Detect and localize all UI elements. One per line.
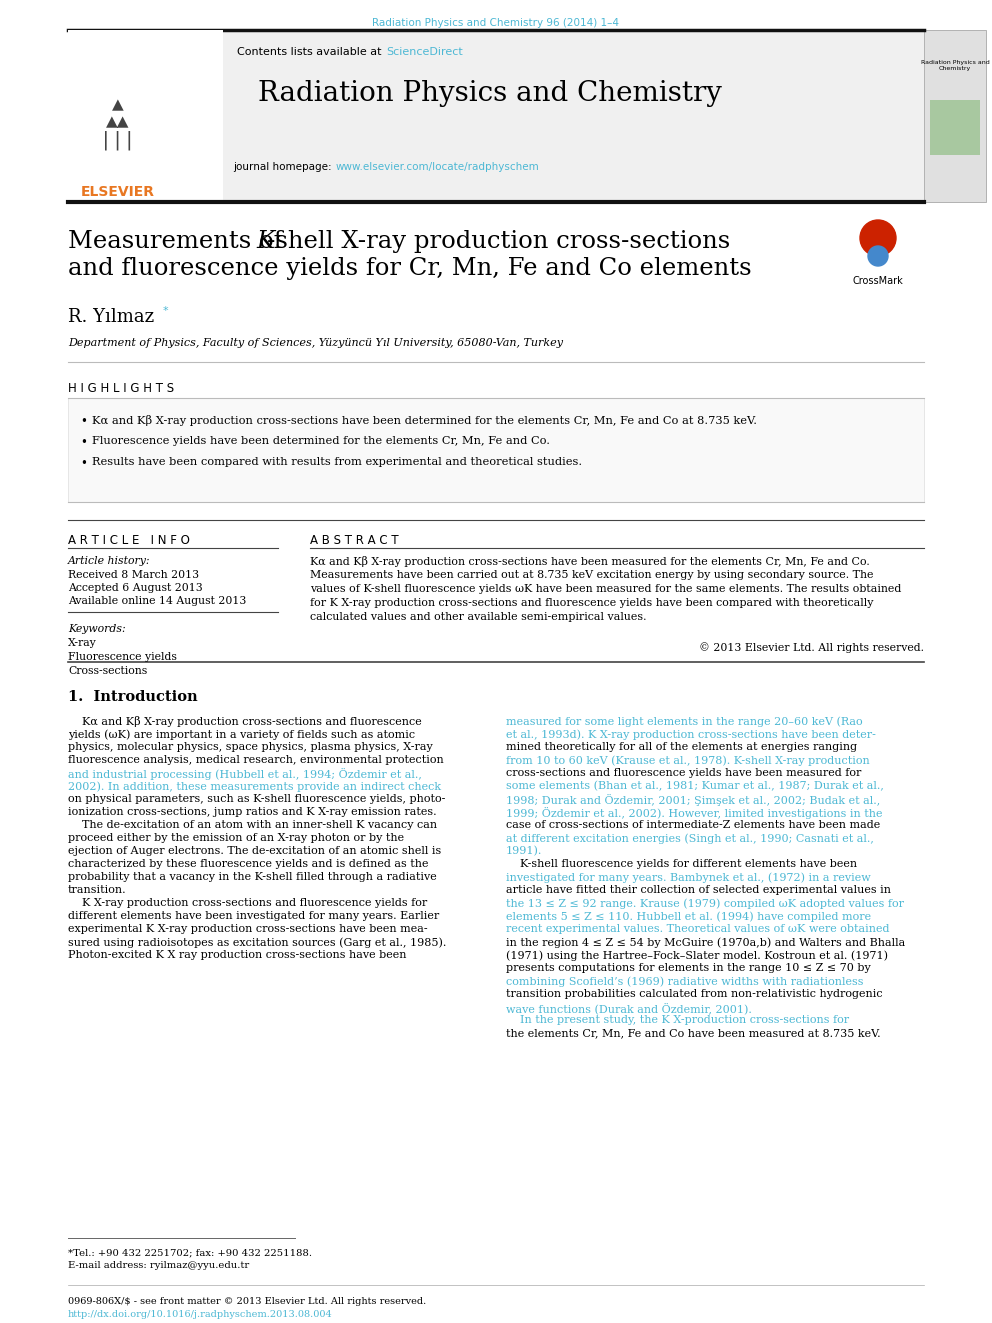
Text: values of K-shell fluorescence yields ωK have been measured for the same element: values of K-shell fluorescence yields ωK… xyxy=(310,583,902,594)
Text: The de-excitation of an atom with an inner-shell K vacancy can: The de-excitation of an atom with an inn… xyxy=(68,820,437,830)
Text: Kα and Kβ X-ray production cross-sections and fluorescence: Kα and Kβ X-ray production cross-section… xyxy=(68,716,422,728)
Text: the 13 ≤ Z ≤ 92 range. Krause (1979) compiled ωK adopted values for: the 13 ≤ Z ≤ 92 range. Krause (1979) com… xyxy=(506,898,904,909)
Text: ScienceDirect: ScienceDirect xyxy=(386,48,462,57)
Text: Received 8 March 2013: Received 8 March 2013 xyxy=(68,570,199,579)
Text: Contents lists available at: Contents lists available at xyxy=(237,48,385,57)
Text: •: • xyxy=(80,456,87,470)
Text: different elements have been investigated for many years. Earlier: different elements have been investigate… xyxy=(68,912,439,921)
Text: presents computations for elements in the range 10 ≤ Z ≤ 70 by: presents computations for elements in th… xyxy=(506,963,871,972)
Text: •: • xyxy=(80,415,87,429)
Bar xyxy=(68,30,924,202)
Text: calculated values and other available semi-empirical values.: calculated values and other available se… xyxy=(310,613,647,622)
Text: •: • xyxy=(80,437,87,448)
Text: Keywords:: Keywords: xyxy=(68,624,126,634)
Text: probability that a vacancy in the K-shell filled through a radiative: probability that a vacancy in the K-shel… xyxy=(68,872,436,882)
Text: A R T I C L E   I N F O: A R T I C L E I N F O xyxy=(68,534,189,546)
Text: at different excitation energies (Singh et al., 1990; Casnati et al.,: at different excitation energies (Singh … xyxy=(506,833,874,844)
Text: the elements Cr, Mn, Fe and Co have been measured at 8.735 keV.: the elements Cr, Mn, Fe and Co have been… xyxy=(506,1028,881,1039)
Text: H I G H L I G H T S: H I G H L I G H T S xyxy=(68,382,175,396)
Text: investigated for many years. Bambynek et al., (1972) in a review: investigated for many years. Bambynek et… xyxy=(506,872,871,882)
Text: mined theoretically for all of the elements at energies ranging: mined theoretically for all of the eleme… xyxy=(506,742,857,751)
Text: 1.  Introduction: 1. Introduction xyxy=(68,691,197,704)
Text: © 2013 Elsevier Ltd. All rights reserved.: © 2013 Elsevier Ltd. All rights reserved… xyxy=(699,642,924,652)
Text: Radiation Physics and Chemistry 96 (2014) 1–4: Radiation Physics and Chemistry 96 (2014… xyxy=(373,19,619,28)
Text: *Tel.: +90 432 2251702; fax: +90 432 2251188.: *Tel.: +90 432 2251702; fax: +90 432 225… xyxy=(68,1248,312,1257)
Text: Measurements of: Measurements of xyxy=(68,230,291,253)
Text: R. Yılmaz: R. Yılmaz xyxy=(68,308,160,325)
Text: K: K xyxy=(256,230,274,253)
Text: combining Scofield’s (1969) radiative widths with radiationless: combining Scofield’s (1969) radiative wi… xyxy=(506,976,863,987)
Text: measured for some light elements in the range 20–60 keV (Rao: measured for some light elements in the … xyxy=(506,716,863,726)
Text: wave functions (Durak and Özdemir, 2001).: wave functions (Durak and Özdemir, 2001)… xyxy=(506,1002,752,1013)
Text: 1998; Durak and Özdemir, 2001; Şimşek et al., 2002; Budak et al.,: 1998; Durak and Özdemir, 2001; Şimşek et… xyxy=(506,794,880,806)
Text: sured using radioisotopes as excitation sources (Garg et al., 1985).: sured using radioisotopes as excitation … xyxy=(68,937,446,947)
Text: and industrial processing (Hubbell et al., 1994; Özdemir et al.,: and industrial processing (Hubbell et al… xyxy=(68,767,422,781)
Text: Cross-sections: Cross-sections xyxy=(68,665,147,676)
Text: Available online 14 August 2013: Available online 14 August 2013 xyxy=(68,595,246,606)
Text: fluorescence analysis, medical research, environmental protection: fluorescence analysis, medical research,… xyxy=(68,755,443,765)
Bar xyxy=(68,30,223,202)
Text: (1971) using the Hartree–Fock–Slater model. Kostroun et al. (1971): (1971) using the Hartree–Fock–Slater mod… xyxy=(506,950,888,960)
Text: cross-sections and fluorescence yields have been measured for: cross-sections and fluorescence yields h… xyxy=(506,767,861,778)
Text: characterized by these fluorescence yields and is defined as the: characterized by these fluorescence yiel… xyxy=(68,859,429,869)
Text: Article history:: Article history: xyxy=(68,556,151,566)
Bar xyxy=(924,30,986,202)
Bar xyxy=(68,398,924,501)
Text: CrossMark: CrossMark xyxy=(853,277,904,286)
Text: In the present study, the K X-production cross-sections for: In the present study, the K X-production… xyxy=(506,1015,849,1025)
Text: transition probabilities calculated from non-relativistic hydrogenic: transition probabilities calculated from… xyxy=(506,990,883,999)
Text: Radiation Physics and Chemistry: Radiation Physics and Chemistry xyxy=(258,79,722,107)
Text: recent experimental values. Theoretical values of ωK were obtained: recent experimental values. Theoretical … xyxy=(506,923,890,934)
Text: Fluorescence yields: Fluorescence yields xyxy=(68,652,177,662)
Text: article have fitted their collection of selected experimental values in: article have fitted their collection of … xyxy=(506,885,891,894)
Text: elements 5 ≤ Z ≤ 110. Hubbell et al. (1994) have compiled more: elements 5 ≤ Z ≤ 110. Hubbell et al. (19… xyxy=(506,912,871,922)
Text: journal homepage:: journal homepage: xyxy=(233,161,335,172)
Text: Measurements have been carried out at 8.735 keV excitation energy by using secon: Measurements have been carried out at 8.… xyxy=(310,570,874,579)
Text: ejection of Auger electrons. The de-excitation of an atomic shell is: ejection of Auger electrons. The de-exci… xyxy=(68,845,441,856)
Text: transition.: transition. xyxy=(68,885,127,894)
Circle shape xyxy=(868,246,888,266)
Text: Accepted 6 August 2013: Accepted 6 August 2013 xyxy=(68,583,202,593)
Text: for K X-ray production cross-sections and fluorescence yields have been compared: for K X-ray production cross-sections an… xyxy=(310,598,874,609)
Text: ▲
▲▲
|||: ▲ ▲▲ ||| xyxy=(100,95,136,149)
Text: 1991).: 1991). xyxy=(506,845,543,856)
Text: in the region 4 ≤ Z ≤ 54 by McGuire (1970a,b) and Walters and Bhalla: in the region 4 ≤ Z ≤ 54 by McGuire (197… xyxy=(506,937,906,947)
Text: et al., 1993d). K X-ray production cross-sections have been deter-: et al., 1993d). K X-ray production cross… xyxy=(506,729,876,740)
Text: experimental K X-ray production cross-sections have been mea-: experimental K X-ray production cross-se… xyxy=(68,923,428,934)
Text: Kα and Kβ X-ray production cross-sections have been measured for the elements Cr: Kα and Kβ X-ray production cross-section… xyxy=(310,556,870,568)
Text: 0969-806X/$ - see front matter © 2013 Elsevier Ltd. All rights reserved.: 0969-806X/$ - see front matter © 2013 El… xyxy=(68,1297,427,1306)
Text: yields (ωK) are important in a variety of fields such as atomic: yields (ωK) are important in a variety o… xyxy=(68,729,415,740)
Text: http://dx.doi.org/10.1016/j.radphyschem.2013.08.004: http://dx.doi.org/10.1016/j.radphyschem.… xyxy=(68,1310,332,1319)
Text: ELSEVIER: ELSEVIER xyxy=(81,185,155,198)
Text: Kα and Kβ X-ray production cross-sections have been determined for the elements : Kα and Kβ X-ray production cross-section… xyxy=(92,415,757,426)
Text: and fluorescence yields for Cr, Mn, Fe and Co elements: and fluorescence yields for Cr, Mn, Fe a… xyxy=(68,257,752,280)
Text: A B S T R A C T: A B S T R A C T xyxy=(310,534,399,546)
Text: Results have been compared with results from experimental and theoretical studie: Results have been compared with results … xyxy=(92,456,582,467)
Text: on physical parameters, such as K-shell fluorescence yields, photo-: on physical parameters, such as K-shell … xyxy=(68,794,445,804)
Text: Department of Physics, Faculty of Sciences, Yüzyüncü Yıl University, 65080-Van, : Department of Physics, Faculty of Scienc… xyxy=(68,337,563,348)
Text: 2002). In addition, these measurements provide an indirect check: 2002). In addition, these measurements p… xyxy=(68,781,441,791)
Text: ionization cross-sections, jump ratios and K X-ray emission rates.: ionization cross-sections, jump ratios a… xyxy=(68,807,436,818)
Text: case of cross-sections of intermediate-Z elements have been made: case of cross-sections of intermediate-Z… xyxy=(506,820,880,830)
Text: Photon-excited K X ray production cross-sections have been: Photon-excited K X ray production cross-… xyxy=(68,950,407,960)
Text: Fluorescence yields have been determined for the elements Cr, Mn, Fe and Co.: Fluorescence yields have been determined… xyxy=(92,437,550,446)
Text: K X-ray production cross-sections and fluorescence yields for: K X-ray production cross-sections and fl… xyxy=(68,898,428,908)
Text: some elements (Bhan et al., 1981; Kumar et al., 1987; Durak et al.,: some elements (Bhan et al., 1981; Kumar … xyxy=(506,781,884,791)
Circle shape xyxy=(860,220,896,255)
Text: from 10 to 60 keV (Krause et al., 1978). K-shell X-ray production: from 10 to 60 keV (Krause et al., 1978).… xyxy=(506,755,870,766)
Text: K-shell fluorescence yields for different elements have been: K-shell fluorescence yields for differen… xyxy=(506,859,857,869)
Bar xyxy=(930,101,980,155)
Text: -shell X-ray production cross-sections: -shell X-ray production cross-sections xyxy=(267,230,730,253)
Text: E-mail address: ryilmaz@yyu.edu.tr: E-mail address: ryilmaz@yyu.edu.tr xyxy=(68,1261,249,1270)
Text: proceed either by the emission of an X-ray photon or by the: proceed either by the emission of an X-r… xyxy=(68,833,404,843)
Text: *: * xyxy=(163,306,169,316)
Text: physics, molecular physics, space physics, plasma physics, X-ray: physics, molecular physics, space physic… xyxy=(68,742,433,751)
Text: www.elsevier.com/locate/radphyschem: www.elsevier.com/locate/radphyschem xyxy=(336,161,540,172)
Text: X-ray: X-ray xyxy=(68,638,97,648)
Text: Radiation Physics and
Chemistry: Radiation Physics and Chemistry xyxy=(921,60,989,71)
Text: 1999; Özdemir et al., 2002). However, limited investigations in the: 1999; Özdemir et al., 2002). However, li… xyxy=(506,807,883,819)
